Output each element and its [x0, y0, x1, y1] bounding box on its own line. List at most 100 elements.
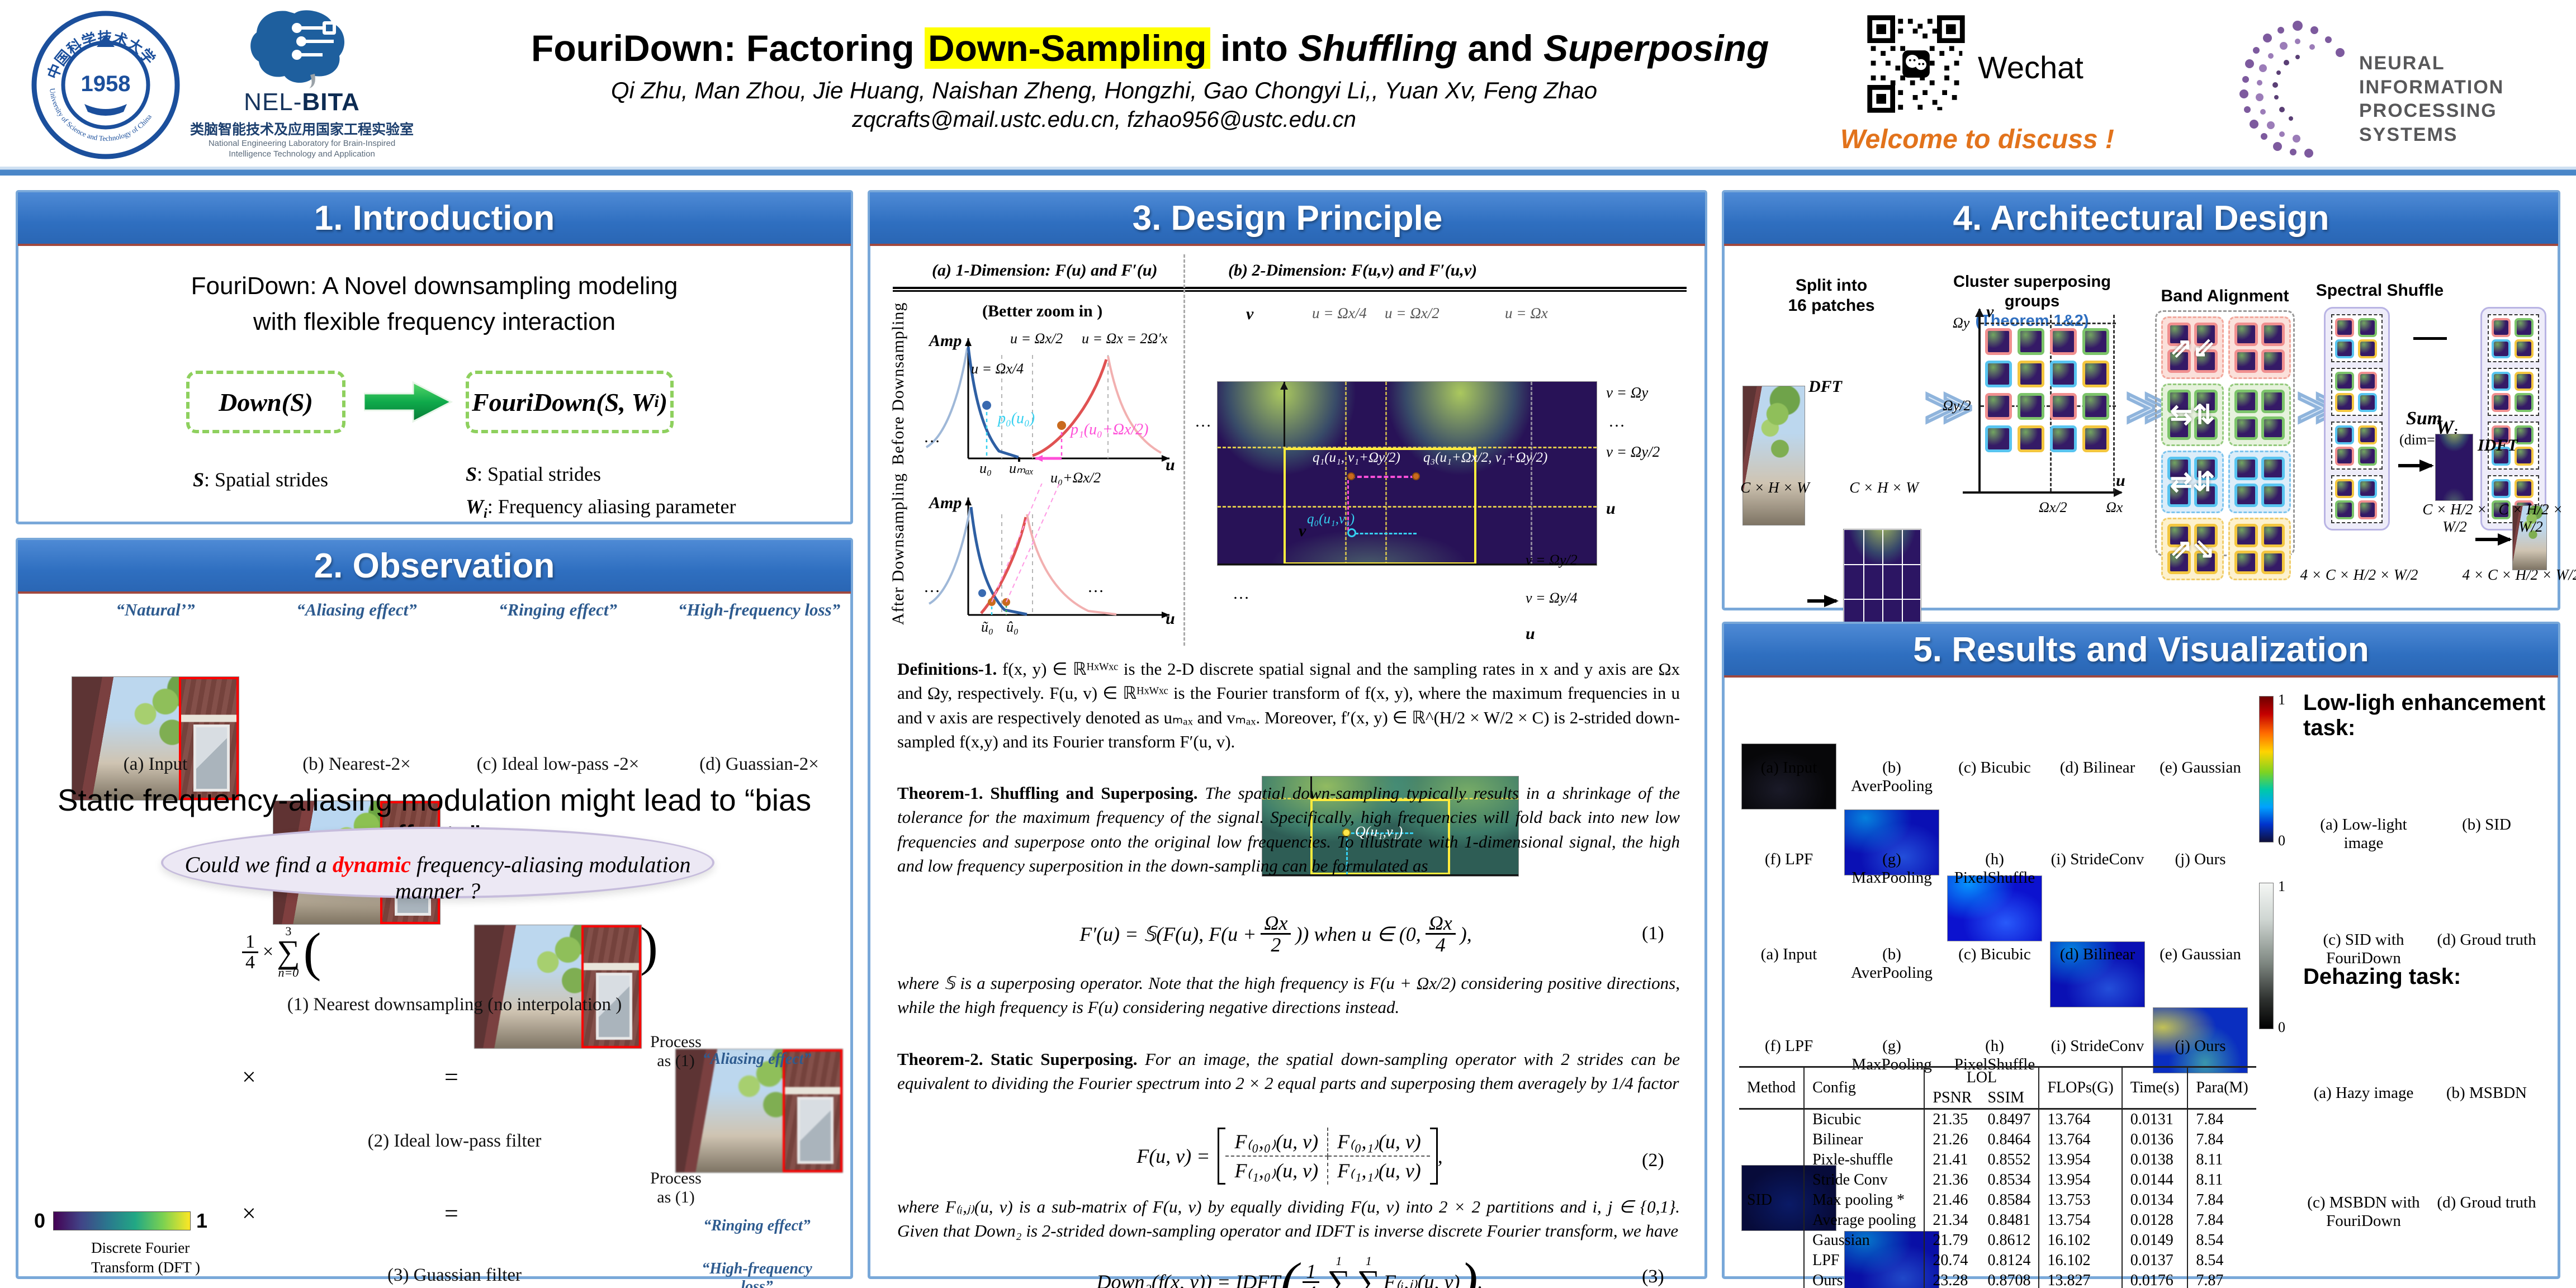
- errmap-cap-d: (d) Bilinear: [2059, 759, 2135, 776]
- umax-tick: uₘₐₓ: [1009, 460, 1034, 476]
- dots-mid2: …: [1087, 577, 1104, 596]
- row1-label: (1) Nearest downsampling (no interpolati…: [287, 995, 622, 1015]
- dots-left2: …: [924, 577, 940, 596]
- omega-y2: Ωy/2: [1943, 397, 1971, 414]
- equation-3: Down₂(f(x, y)) = IDFT ( 14 1∑i=0 1∑j=0 F…: [1096, 1251, 1483, 1288]
- table-row: LPF 20.74 0.8124 16.102 0.0137 8.54: [1739, 1251, 2256, 1271]
- lowlight-task-title: Low-ligh enhancement task:: [2303, 690, 2546, 740]
- col-method: Method: [1747, 1079, 1796, 1096]
- welcome-note: Welcome to discuss !: [1840, 125, 2114, 154]
- zoom-inset-box: [178, 677, 239, 800]
- label-quarter: u = Ωx/4: [971, 361, 1024, 377]
- ustc-year: 1958: [81, 72, 131, 96]
- band-group-yellow-before: ⇗⇘: [2161, 518, 2224, 580]
- band-group-green-before: ⇆⇅: [2161, 383, 2224, 446]
- vy2-label: v = Ωy/2: [1606, 443, 1660, 460]
- b-label-half: u = Ωx/2: [1385, 305, 1439, 321]
- band-alignment-title: Band Alignment: [2161, 287, 2289, 305]
- spec-cap-f: (f) LPF: [1764, 1037, 1813, 1055]
- fig-a-title: (a) 1-Dimension: F(u) and F′(u): [932, 261, 1158, 280]
- table-row: Gaussian 21.79 0.8612 16.102 0.0149 8.54: [1739, 1230, 2256, 1251]
- process-as1-label-b: Process as (1): [650, 1169, 702, 1206]
- observation-image-input: [72, 676, 239, 801]
- freq-patch: [2050, 425, 2077, 452]
- u-axis-cluster: u: [2116, 471, 2125, 490]
- col-psnr: PSNR: [1924, 1088, 1980, 1109]
- dehaze-cap-b: (b) MSBDN: [2446, 1084, 2527, 1102]
- nelbita-en-line2: Intelligence Technology and Application: [229, 149, 375, 159]
- freq-patch: [1985, 425, 2012, 452]
- dehaze-cap-a: (a) Hazy image: [2313, 1084, 2414, 1102]
- band-alignment-groups: ⇗⇙ ⇆⇅ ⇄⇵ ⇗⇘: [2155, 310, 2295, 580]
- header: 中国科学技术大学 University of Science and Techn…: [0, 0, 2576, 168]
- equation-3-number: (3): [1642, 1266, 1664, 1287]
- table-row: Stride Conv 21.36 0.8534 13.954 0.0144 8.11: [1739, 1170, 2256, 1190]
- intro-tagline: FouriDown: A Novel downsampling modeling…: [191, 272, 678, 335]
- errmap-cap-f: (f) LPF: [1764, 850, 1813, 868]
- u0half-tick: u₀+Ωx/2: [1050, 470, 1101, 486]
- shuffle-arrows-icon: ⇗⇙: [2170, 333, 2215, 363]
- u0-tick: u₀: [979, 460, 992, 476]
- colorbar-min-label: 0: [34, 1209, 46, 1232]
- label-half: u = Ωx/2: [1010, 330, 1063, 347]
- plot-after-downsampling: [928, 484, 1169, 618]
- legend-aliasing-param: Wi: Frequency aliasing parameter: [466, 495, 736, 522]
- ringing-output-label: “Ringing effect”: [703, 1217, 811, 1234]
- spectral-shuffle-title: Spectral Shuffle: [2315, 281, 2444, 300]
- title-block: FouriDown: Factoring Down-Sampling into …: [531, 27, 1769, 132]
- equals-sign-row2: =: [444, 1063, 458, 1091]
- aliasing-output-label: “Aliasing effect”: [702, 1050, 812, 1068]
- dots-left: …: [924, 428, 940, 446]
- title-highlight: Down-Sampling: [924, 27, 1210, 69]
- fig-vertical-separator: [1183, 254, 1185, 646]
- table-row: Max pooling * 21.46 0.8584 13.753 0.0134 7.84: [1739, 1190, 2256, 1210]
- ut-tick: ũ₀: [981, 619, 994, 635]
- wi-elbow-line: [2413, 337, 2447, 340]
- lowlight-cap-c: (c) SID with FouriDown: [2323, 931, 2404, 967]
- errmap-gaussian: [2153, 1007, 2248, 1073]
- freq-patch: [2082, 361, 2109, 387]
- section2-header: 2. Observation: [18, 540, 851, 594]
- spec-cap-j: (j) Ours: [2175, 1037, 2226, 1055]
- viridis-colorbar: [53, 1211, 191, 1230]
- arch-output-photo: [2512, 505, 2547, 570]
- q3-label: q₃(u₁+Ωx/2, v₁+Ωy/2): [1423, 450, 1548, 465]
- spec-cap-b: (b) AverPooling: [1850, 945, 1933, 982]
- header-divider: [0, 167, 2576, 176]
- observation-image-gaussian: [675, 1049, 843, 1173]
- lowlight-cap-d: (d) Groud truth: [2437, 931, 2536, 949]
- shuffle-arrows-icon: ⇗⇘: [2170, 534, 2215, 564]
- arch-input-photo: [1742, 386, 1805, 525]
- quote-natural: “Natural’”: [116, 600, 195, 619]
- theorem2-middle-text: where F₍ᵢ,ⱼ₎(u, v) is a sub-matrix of F(…: [897, 1197, 1680, 1241]
- freq-patch: [2018, 328, 2044, 355]
- poster-title: FouriDown: Factoring Down-Sampling into …: [531, 27, 1769, 69]
- caption-nearest: (b) Nearest-2×: [302, 754, 411, 774]
- spec-cap-a: (a) Input: [1760, 945, 1817, 963]
- cluster-theorem-ref: (Theorem 1&2): [1975, 311, 2089, 330]
- freq-patch: [2018, 393, 2044, 420]
- colorbar-max-label: 1: [196, 1209, 208, 1232]
- jet-cb-min: 0: [2278, 832, 2285, 849]
- caption-gaussian: (d) Guassian-2×: [699, 754, 819, 774]
- errmap-cap-j: (j) Ours: [2175, 850, 2226, 868]
- section4-header: 4. Architectural Design: [1724, 192, 2558, 246]
- arch-input-dim: C × H × W: [1740, 479, 1810, 496]
- Q-label: Q(u₁,v₁): [1355, 823, 1403, 840]
- results-table: Method Config LOL FLOPs(G) Time(s) Para(…: [1739, 1066, 2256, 1288]
- col-flops: FLOPs(G): [2038, 1067, 2122, 1109]
- dots-2d-r: …: [1608, 412, 1625, 430]
- u-axis-after: u: [1166, 609, 1175, 628]
- neurips-line1: NEURAL: [2359, 53, 2445, 74]
- spectrum-2d-before: q₁(u₁, v₁+Ωy/2) q₃(u₁+Ωx/2, v₁+Ωy/2) q₀(…: [1217, 381, 1597, 566]
- nelbita-brain-icon: [250, 10, 345, 88]
- errmap-cap-c: (c) Bicubic: [1958, 759, 2031, 776]
- b-label-full: u = Ωx: [1505, 305, 1548, 321]
- quote-hf-loss: “High-frequency loss”: [678, 600, 841, 619]
- ustc-emblem-mark: [97, 35, 115, 47]
- col-config: Config: [1803, 1067, 1925, 1109]
- gray-cb-max: 1: [2278, 878, 2285, 894]
- sum-flow-label: Sum: [2406, 408, 2442, 429]
- section5-header: 5. Results and Visualization: [1724, 624, 2558, 678]
